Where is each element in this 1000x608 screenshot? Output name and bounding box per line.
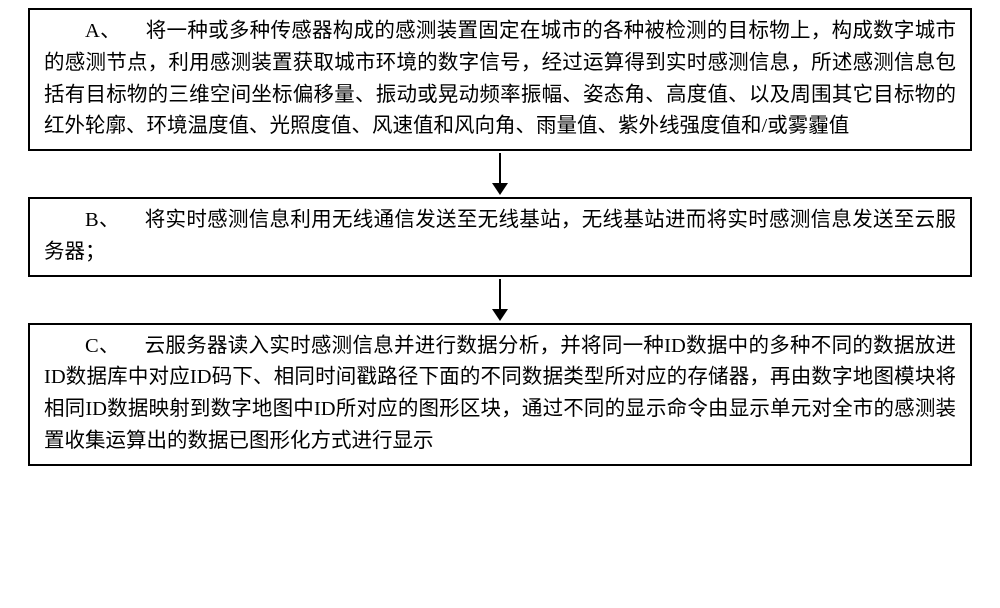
node-text: 云服务器读入实时感测信息并进行数据分析，并将同一种ID数据中的多种不同的数据放进…	[44, 335, 956, 452]
node-text: 将实时感测信息利用无线通信发送至无线基站，无线基站进而将实时感测信息发送至云服务…	[44, 209, 956, 263]
node-label: A、	[85, 20, 121, 42]
node-text: 将一种或多种传感器构成的感测装置固定在城市的各种被检测的目标物上，构成数字城市的…	[44, 20, 956, 137]
flowchart-arrow	[492, 151, 508, 197]
flowchart-node-a: A、将一种或多种传感器构成的感测装置固定在城市的各种被检测的目标物上，构成数字城…	[28, 8, 972, 151]
flowchart-node-c: C、云服务器读入实时感测信息并进行数据分析，并将同一种ID数据中的多种不同的数据…	[28, 323, 972, 466]
arrow-line	[499, 153, 501, 183]
node-label: B、	[85, 209, 120, 231]
flowchart-node-b: B、将实时感测信息利用无线通信发送至无线基站，无线基站进而将实时感测信息发送至云…	[28, 197, 972, 277]
arrow-head-icon	[492, 183, 508, 195]
flowchart-arrow	[492, 277, 508, 323]
arrow-head-icon	[492, 309, 508, 321]
flowchart-container: A、将一种或多种传感器构成的感测装置固定在城市的各种被检测的目标物上，构成数字城…	[0, 0, 1000, 474]
node-label: C、	[85, 335, 120, 357]
arrow-line	[499, 279, 501, 309]
